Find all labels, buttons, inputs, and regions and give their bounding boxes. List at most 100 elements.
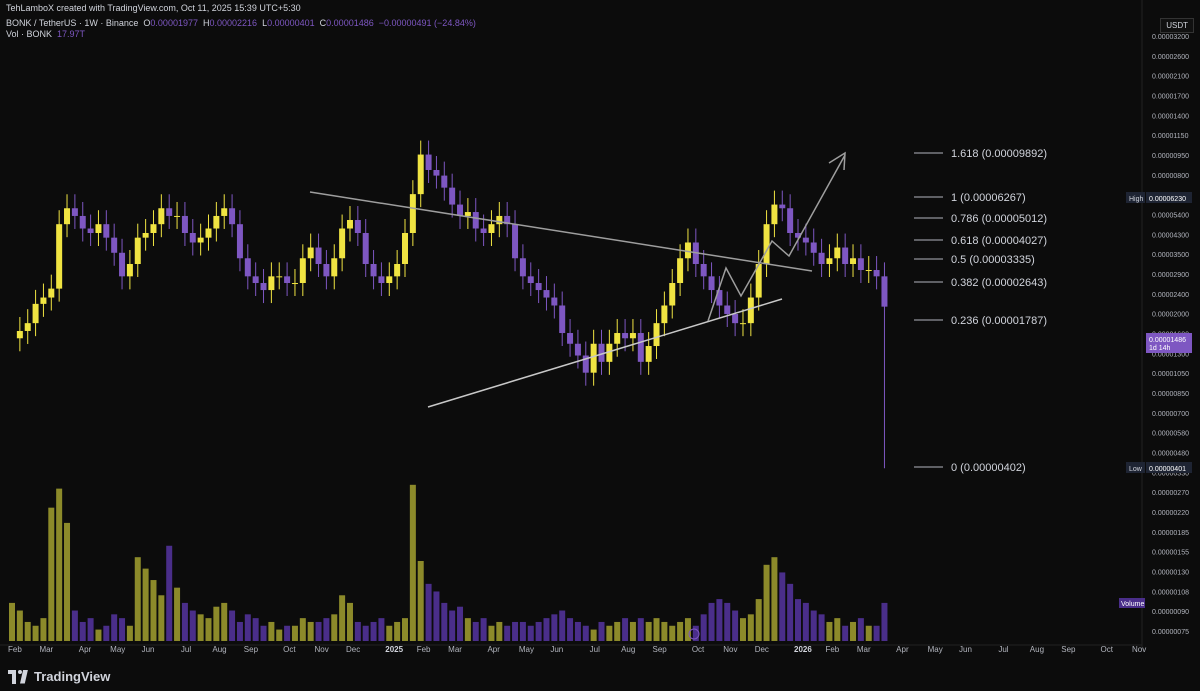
- candle-body: [850, 258, 857, 264]
- volume-bar: [873, 625, 880, 641]
- volume-tag-bg: [1119, 598, 1145, 608]
- time-tick-label: Oct: [283, 645, 296, 654]
- candle-body: [32, 303, 39, 324]
- time-tick-label: Mar: [448, 645, 462, 654]
- candle-body: [79, 215, 86, 229]
- low-marker-tag-bg: [1146, 462, 1192, 473]
- volume-bar: [276, 629, 283, 641]
- branding-text: TradingView: [34, 669, 111, 684]
- time-tick-label: May: [519, 645, 534, 654]
- candle-body: [307, 247, 314, 259]
- candle-body: [291, 283, 298, 285]
- volume-bar: [567, 618, 574, 641]
- candle-body: [771, 204, 778, 225]
- h-label: H: [203, 18, 210, 28]
- candle-body: [543, 290, 550, 298]
- candle-body: [449, 187, 456, 205]
- volume-bar: [315, 621, 322, 641]
- candle-body: [260, 283, 267, 291]
- candle-body: [236, 224, 243, 259]
- volume-bar: [150, 580, 157, 641]
- volume-bar: [40, 618, 47, 641]
- candle-body: [567, 333, 574, 344]
- volume-bar: [32, 625, 39, 641]
- volume-bar: [677, 621, 684, 641]
- created-line: TehLamboX created with TradingView.com, …: [6, 3, 301, 13]
- time-tick-label: Mar: [39, 645, 53, 654]
- price-tick-label: 0.00002400: [1152, 292, 1189, 299]
- volume-bar: [386, 625, 393, 641]
- time-tick-label: Aug: [212, 645, 226, 654]
- time-tick-label: Oct: [1101, 645, 1114, 654]
- candle-body: [409, 194, 416, 233]
- candle-body: [716, 290, 723, 306]
- price-tick-label: 0.00005400: [1152, 213, 1189, 220]
- volume-bar: [417, 561, 424, 641]
- c-value: 0.00001486: [326, 18, 374, 28]
- candle-body: [252, 276, 259, 284]
- volume-bar: [402, 618, 408, 641]
- time-tick-label: Aug: [621, 645, 635, 654]
- candle-body: [166, 208, 173, 216]
- volume-bar: [24, 621, 31, 641]
- candle-body: [677, 258, 684, 284]
- low-marker-label: Low: [1129, 466, 1143, 473]
- price-axis: 0.00003200 0.00002600 0.00002100 0.00001700…: [1119, 34, 1192, 636]
- volume-bar: [244, 614, 251, 641]
- price-tick-label: 0.00000185: [1152, 530, 1189, 537]
- fib-label: 0.618 (0.00004027): [951, 235, 1047, 247]
- volume-bar: [795, 599, 801, 641]
- change-value: −0.00000491 (−24.84%): [378, 18, 476, 28]
- candle-body: [732, 314, 739, 324]
- fib-label: 0.786 (0.00005012): [951, 213, 1047, 225]
- volume-bar: [692, 625, 699, 641]
- candle-body: [763, 224, 770, 264]
- volume-bar: [425, 583, 432, 641]
- candle-body: [323, 263, 330, 277]
- time-tick-label: Dec: [755, 645, 769, 654]
- candle-body: [346, 220, 353, 229]
- price-tick-label: 0.00000700: [1152, 411, 1189, 418]
- price-tick-label: 0.00000850: [1152, 391, 1189, 398]
- candle-body: [244, 258, 251, 277]
- tradingview-logo[interactable]: TradingView: [8, 669, 110, 684]
- candle-body: [354, 220, 361, 233]
- price-tick-label: 0.00002000: [1152, 312, 1189, 319]
- symbol-line: BONK / TetherUS · 1W · Binance O0.000019…: [6, 18, 476, 28]
- low-marker-label-bg: [1126, 462, 1145, 473]
- vol-label[interactable]: Vol · BONK: [6, 29, 53, 39]
- chart-canvas: 1.618 (0.00009892) 1 (0.00006267) 0.786 (0…: [0, 0, 1200, 663]
- price-tick-label: 0.00000580: [1152, 431, 1189, 438]
- candle-body: [519, 258, 526, 277]
- candle-body: [276, 276, 283, 278]
- footer: TradingView: [0, 663, 1200, 691]
- chart-background: [0, 0, 1200, 663]
- volume-bar: [637, 618, 644, 641]
- volume-bar: [174, 587, 181, 641]
- volume-bar: [409, 484, 416, 641]
- price-tick-label: 0.00000950: [1152, 153, 1189, 160]
- volume-bar: [590, 629, 597, 641]
- price-tick-label: 0.00001150: [1152, 133, 1189, 140]
- volume-bar: [472, 621, 479, 641]
- volume-bar: [87, 618, 94, 641]
- price-tick-label: 0.00000155: [1152, 550, 1189, 557]
- candle-body: [818, 252, 825, 264]
- candle-body: [747, 297, 754, 324]
- fib-label: 1.618 (0.00009892): [951, 148, 1047, 160]
- price-tick-label: 0.00000130: [1152, 570, 1189, 577]
- volume-bar: [598, 621, 605, 641]
- volume-bar: [865, 625, 872, 641]
- symbol-name[interactable]: BONK / TetherUS · 1W · Binance: [6, 18, 139, 28]
- volume-bar: [622, 618, 629, 641]
- time-tick-label: Jun: [959, 645, 972, 654]
- candle-body: [614, 333, 621, 344]
- volume-bar: [771, 557, 778, 641]
- candle-body: [661, 305, 668, 324]
- candle-body: [174, 215, 181, 217]
- candle-body: [496, 215, 503, 225]
- currency-button[interactable]: USDT: [1160, 18, 1194, 33]
- price-tick-label: 0.00000800: [1152, 173, 1189, 180]
- candle-body: [834, 247, 841, 259]
- candle-body: [865, 270, 872, 272]
